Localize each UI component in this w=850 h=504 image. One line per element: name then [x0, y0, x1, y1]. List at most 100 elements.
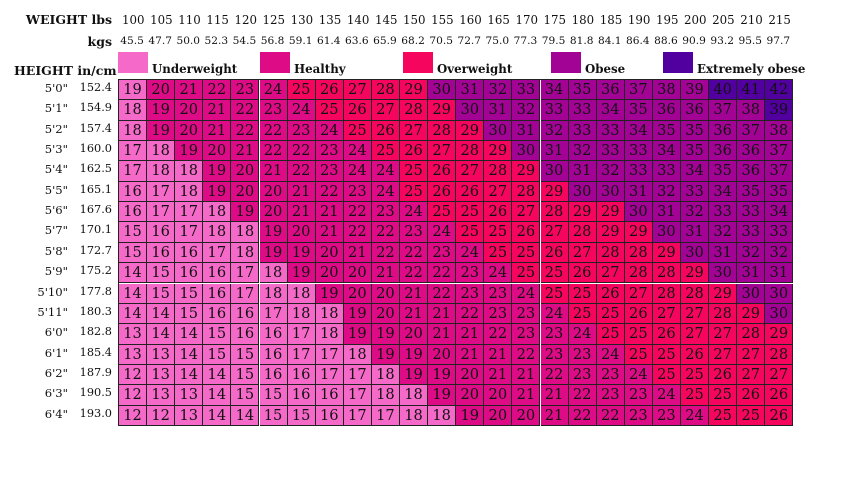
height-cm-label: 170.1	[79, 223, 112, 237]
bmi-cell: 25	[624, 324, 653, 345]
bmi-cell: 36	[737, 161, 766, 182]
bmi-cell: 22	[287, 141, 316, 162]
bmi-cell: 25	[287, 80, 316, 101]
height-ft-label: 5'5"	[44, 182, 68, 197]
bmi-cell: 22	[231, 100, 260, 121]
bmi-cell: 14	[203, 385, 232, 406]
bmi-cell: 26	[512, 222, 541, 243]
bmi-cell: 23	[456, 263, 485, 284]
bmi-cell: 29	[737, 303, 766, 325]
bmi-cell: 25	[456, 222, 485, 243]
bmi-cell: 14	[119, 283, 148, 304]
weight-lbs-tick: 170	[515, 13, 538, 27]
bmi-cell: 19	[428, 385, 457, 406]
bmi-cell: 18	[231, 222, 260, 243]
bmi-cell: 14	[175, 344, 204, 365]
bmi-cell: 18	[315, 324, 344, 345]
bmi-cell: 27	[624, 283, 653, 304]
weight-lbs-tick: 110	[178, 13, 201, 27]
height-ft-label: 5'6"	[44, 203, 68, 218]
bmi-cell: 28	[652, 263, 681, 284]
bmi-cell: 20	[175, 120, 204, 142]
bmi-cell: 17	[343, 385, 372, 406]
bmi-cell: 21	[259, 161, 288, 182]
weight-kgs-tick: 70.5	[429, 35, 453, 47]
bmi-cell: 28	[540, 202, 569, 223]
weight-lbs-tick: 185	[599, 13, 623, 27]
bmi-cell: 19	[371, 324, 400, 345]
bmi-cell: 20	[203, 141, 232, 162]
bmi-cell: 25	[540, 283, 569, 304]
bmi-cell: 19	[456, 405, 485, 426]
bmi-cell: 18	[343, 344, 372, 365]
bmi-cell: 24	[287, 100, 316, 121]
bmi-cell: 15	[147, 283, 176, 304]
bmi-cell: 17	[371, 405, 400, 426]
bmi-cell: 21	[315, 202, 344, 223]
bmi-cell: 24	[315, 120, 344, 142]
weight-lbs-label: WEIGHT lbs	[25, 12, 112, 27]
weight-kgs-tick: 75.0	[485, 35, 510, 47]
bmi-cell: 33	[540, 100, 569, 121]
bmi-cell: 23	[484, 283, 513, 304]
bmi-cell: 21	[400, 303, 429, 325]
bmi-cell: 19	[315, 283, 344, 304]
weight-kgs-tick: 95.5	[738, 35, 763, 47]
bmi-cell: 21	[456, 324, 485, 345]
weight-lbs-tick: 150	[403, 13, 426, 27]
bmi-cell: 18	[259, 263, 288, 284]
bmi-cell: 19	[203, 181, 232, 203]
bmi-cell: 27	[681, 324, 710, 345]
bmi-cell: 29	[400, 80, 429, 101]
bmi-cell: 29	[624, 222, 653, 243]
bmi-cell: 20	[456, 364, 485, 386]
bmi-cell: 24	[652, 385, 681, 406]
bmi-cell: 34	[765, 202, 794, 223]
bmi-cell: 20	[231, 181, 260, 203]
bmi-cell: 25	[512, 263, 541, 284]
bmi-cell: 25	[652, 364, 681, 386]
bmi-cell: 16	[119, 202, 148, 223]
bmi-cell: 27	[737, 364, 766, 386]
bmi-cell: 29	[765, 324, 794, 345]
bmi-cell: 24	[484, 263, 513, 284]
bmi-cell: 32	[681, 202, 710, 223]
bmi-cell: 18	[287, 283, 316, 304]
bmi-cell: 17	[147, 181, 176, 203]
height-ft-label: 5'9"	[44, 264, 68, 279]
bmi-cell: 23	[259, 100, 288, 121]
height-cm-label: 185.4	[79, 345, 112, 359]
weight-kgs-tick: 45.5	[120, 35, 144, 47]
height-cm-label: 175.2	[79, 264, 112, 278]
bmi-cell: 21	[540, 385, 569, 406]
bmi-cell: 16	[287, 385, 316, 406]
bmi-cell: 28	[681, 283, 710, 304]
bmi-cell: 31	[512, 120, 541, 142]
weight-lbs-tick: 205	[712, 13, 735, 27]
weight-lbs-tick: 155	[431, 13, 454, 27]
bmi-cell: 30	[765, 303, 794, 325]
bmi-cell: 16	[147, 222, 176, 243]
bmi-cell: 20	[231, 161, 260, 182]
bmi-cell: 36	[652, 100, 681, 121]
bmi-cell: 32	[709, 222, 738, 243]
bmi-cell: 17	[175, 202, 204, 223]
bmi-cell: 38	[765, 120, 794, 142]
bmi-cell: 23	[456, 283, 485, 304]
bmi-cell: 28	[596, 242, 625, 264]
bmi-cell: 28	[371, 80, 400, 101]
bmi-cell: 19	[231, 202, 260, 223]
bmi-cell: 32	[512, 100, 541, 121]
bmi-cell: 22	[371, 242, 400, 264]
bmi-cell: 20	[484, 385, 513, 406]
bmi-cell: 20	[371, 303, 400, 325]
bmi-cell: 31	[456, 80, 485, 101]
weight-lbs-tick: 215	[768, 13, 791, 27]
bmi-cell: 18	[287, 303, 316, 325]
bmi-cell: 23	[624, 405, 653, 426]
legend-swatch	[118, 52, 148, 73]
bmi-cell: 27	[456, 161, 485, 182]
bmi-cell: 23	[371, 202, 400, 223]
weight-lbs-tick: 100	[122, 13, 145, 27]
bmi-cell: 30	[596, 181, 625, 203]
